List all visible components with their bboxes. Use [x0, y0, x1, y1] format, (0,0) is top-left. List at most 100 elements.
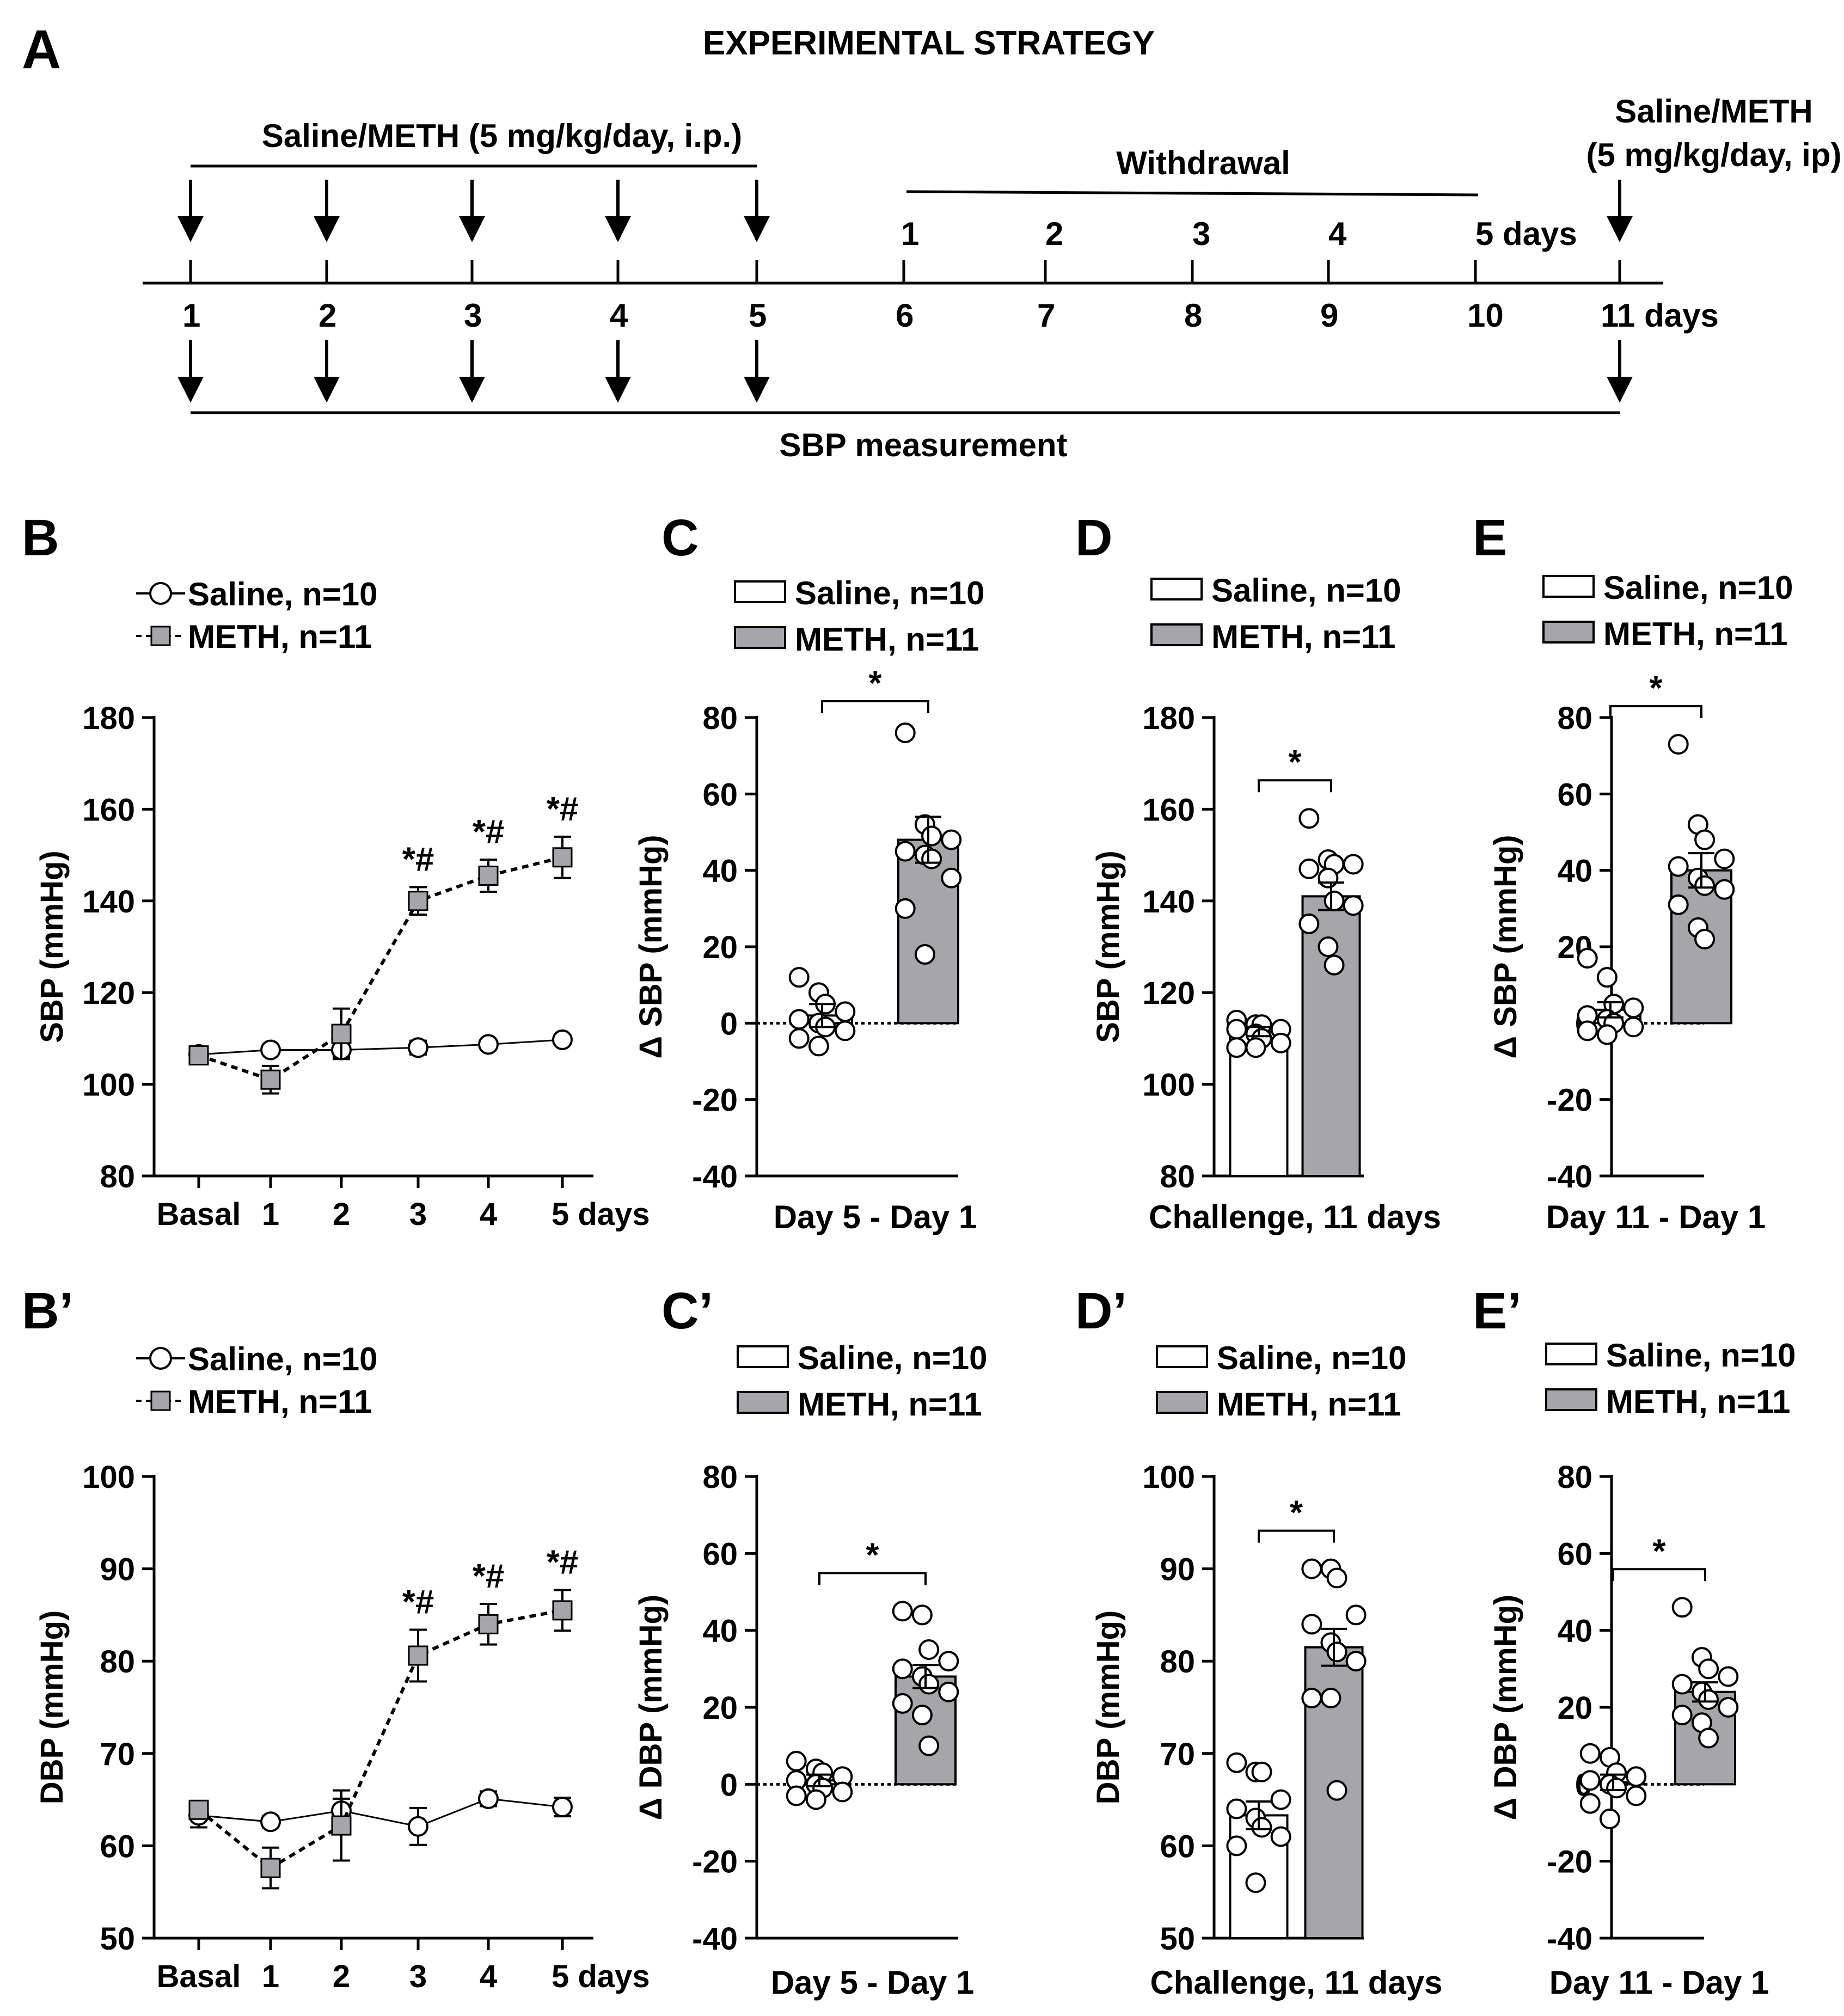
y-tick-label: 180: [82, 701, 135, 736]
data-point: [1345, 1604, 1367, 1626]
data-point: [1671, 1705, 1693, 1726]
y-tick-label: 90: [1160, 1552, 1195, 1588]
legend-meth-label: METH, n=11: [795, 621, 979, 658]
data-point: [1718, 1697, 1739, 1718]
data-point: [1694, 829, 1716, 850]
data-point: [1245, 1872, 1266, 1894]
data-point: [918, 1735, 940, 1756]
saline-point: [408, 1037, 428, 1058]
chart-C: C -40 -20 0 20 40 60 80 Δ SBP (mmHg) Saline, n=10…: [633, 509, 985, 1235]
legend-meth-label: METH, n=11: [1217, 1386, 1401, 1423]
legend-saline-marker: [149, 1347, 172, 1370]
data-point: [1626, 1785, 1647, 1806]
x-axis-label: Day 5 - Day 1: [771, 1964, 975, 2001]
y-tick-label: 120: [1142, 976, 1195, 1011]
x-tick-label: 5 days: [552, 1197, 650, 1232]
significance-label: *#: [402, 841, 434, 879]
y-tick-label: 80: [1160, 1159, 1195, 1194]
y-tick-label: 100: [1142, 1068, 1195, 1103]
significance-bracket: [818, 1572, 927, 1585]
legend-meth-marker: [150, 1390, 171, 1411]
y-tick-label: 40: [1557, 854, 1592, 889]
data-point: [786, 1785, 807, 1806]
data-point: [1345, 1651, 1367, 1672]
strategy-panel: A EXPERIMENTAL STRATEGY Saline/METH (5 m…: [22, 19, 1841, 463]
data-point: [1320, 1688, 1341, 1709]
y-tick-label: 80: [100, 1644, 135, 1680]
x-axis-label: Day 11 - Day 1: [1549, 1964, 1769, 2001]
y-tick-label: 60: [1557, 1536, 1592, 1572]
x-axis-label: Day 11 - Day 1: [1546, 1199, 1766, 1235]
legend-saline-label: Saline, n=10: [1606, 1337, 1796, 1374]
x-axis-label: Challenge, 11 days: [1149, 1199, 1441, 1235]
y-tick-label: 50: [100, 1921, 135, 1957]
data-point: [1671, 1674, 1693, 1695]
x-tick-label: Basal: [157, 1959, 241, 1994]
y-tick-label: -40: [692, 1159, 738, 1194]
y-tick-label: -20: [1547, 1083, 1592, 1118]
series-line: [198, 1039, 563, 1056]
panel-label: D’: [1075, 1282, 1127, 1340]
data-point: [1343, 854, 1364, 875]
data-point: [1324, 890, 1345, 911]
y-tick-label: 140: [1142, 884, 1195, 920]
legend-saline-label: Saline, n=10: [798, 1340, 988, 1376]
y-tick-label: 160: [82, 792, 135, 828]
significance-label: *: [1649, 670, 1663, 707]
significance-bracket: [1612, 1568, 1706, 1582]
data-point: [892, 1693, 913, 1714]
legend-meth-swatch: [1545, 1388, 1597, 1411]
legend-meth-swatch: [1150, 623, 1203, 646]
panel-label: B: [22, 509, 59, 567]
data-point: [1298, 913, 1320, 934]
data-point: [1698, 1689, 1719, 1710]
legend-meth-marker: [150, 626, 171, 646]
timeline-day-label: 2: [318, 297, 336, 334]
data-point: [1226, 1752, 1247, 1773]
data-point: [1298, 808, 1320, 829]
y-tick-label: 20: [702, 1690, 738, 1726]
meth-point: [552, 1600, 573, 1621]
timeline-day-label: 4: [610, 297, 628, 334]
data-point: [1671, 1597, 1693, 1618]
y-tick-label: 0: [720, 1006, 738, 1041]
y-tick-label: 50: [1160, 1921, 1195, 1957]
meth-point: [478, 865, 499, 886]
data-point: [1579, 1793, 1601, 1814]
panel-label: D: [1075, 509, 1113, 567]
data-point: [911, 1705, 933, 1726]
y-tick-label: -20: [692, 1845, 738, 1880]
data-point: [895, 841, 916, 862]
timeline-day-label: 10: [1467, 297, 1504, 334]
legend-saline-marker: [149, 582, 172, 605]
timeline-day-label: 11 days: [1601, 297, 1719, 334]
y-axis-label: DBP (mmHg): [34, 1610, 70, 1805]
data-point: [1226, 1037, 1247, 1058]
y-tick-label: 80: [1557, 701, 1592, 736]
data-point: [895, 722, 916, 744]
meth-point: [188, 1799, 209, 1820]
data-point: [918, 1674, 940, 1695]
meth-point: [408, 891, 428, 911]
data-point: [786, 1750, 807, 1772]
legend-saline-label: Saline, n=10: [1603, 569, 1793, 606]
y-tick-label: 80: [100, 1159, 135, 1194]
data-point: [1577, 948, 1598, 969]
data-point: [941, 829, 962, 850]
legend-meth-swatch: [1542, 621, 1595, 644]
data-point: [788, 967, 810, 988]
y-axis-label: SBP (mmHg): [1091, 850, 1126, 1043]
significance-bracket: [1258, 779, 1332, 793]
saline-point: [408, 1816, 428, 1837]
x-axis-label: Day 5 - Day 1: [774, 1199, 977, 1235]
legend-saline-swatch: [1542, 575, 1595, 598]
data-point: [805, 1789, 826, 1810]
data-point: [1343, 895, 1364, 916]
series-line: [198, 855, 563, 1082]
significance-label: *: [1652, 1533, 1666, 1570]
withdrawal-day-label: 3: [1192, 216, 1210, 252]
panel-label: C: [661, 509, 699, 567]
